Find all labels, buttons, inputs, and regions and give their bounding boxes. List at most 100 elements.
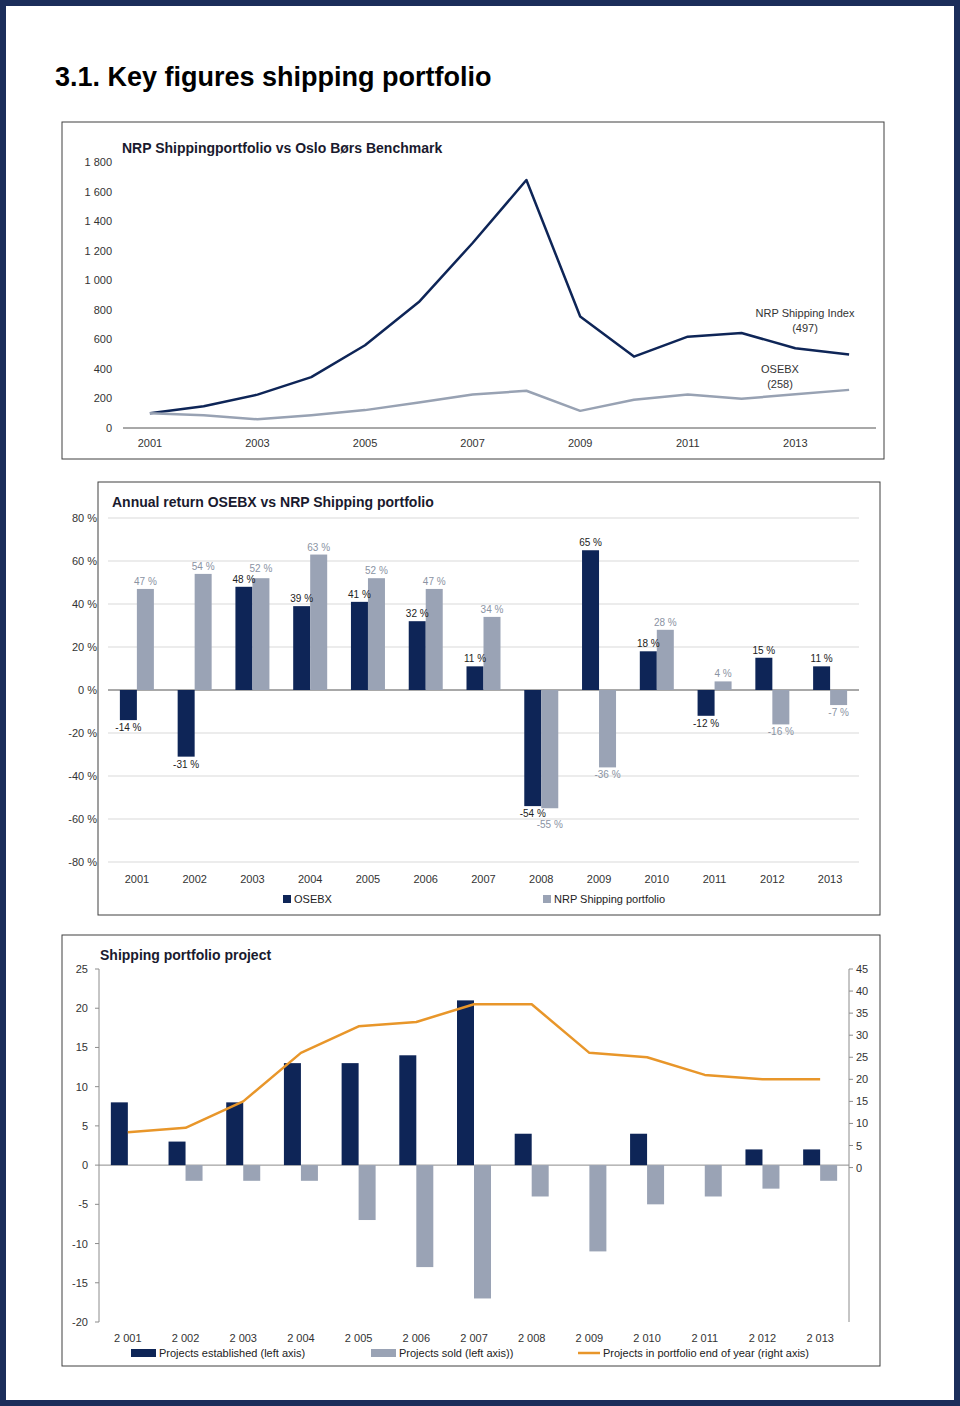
y-tick-label: 1 600 (84, 186, 112, 198)
y-tick-label: -60 % (68, 813, 97, 825)
bar (762, 1165, 779, 1189)
y-tick-label: -5 (78, 1198, 88, 1210)
x-tick-label: 2003 (240, 873, 264, 885)
x-tick-label: 2 012 (749, 1332, 777, 1344)
y2-tick-mark (849, 969, 853, 970)
y-tick-label: 800 (94, 304, 112, 316)
y-tick-label: -20 % (68, 727, 97, 739)
bar (128, 1165, 145, 1166)
y2-tick-label: 35 (856, 1007, 868, 1019)
y2-tick-label: 0 (856, 1162, 862, 1174)
bar (252, 578, 269, 690)
data-label: -36 % (594, 769, 620, 780)
data-label: -14 % (115, 722, 141, 733)
bar (803, 1149, 820, 1165)
legend-label: OSEBX (294, 893, 333, 905)
legend-swatch (283, 895, 291, 903)
bar (572, 1165, 589, 1166)
grid-line (108, 518, 859, 519)
bar (243, 1165, 260, 1181)
bar (474, 1165, 491, 1298)
y2-tick-mark (849, 1167, 853, 1168)
data-label: -55 % (537, 819, 563, 830)
series-label: OSEBX (761, 363, 800, 375)
bar (715, 681, 732, 690)
bar (301, 1165, 318, 1181)
bar (120, 690, 137, 720)
plot-area (150, 180, 849, 419)
bar (467, 666, 484, 690)
y-tick-label: -80 % (68, 856, 97, 868)
data-label: 34 % (481, 604, 504, 615)
series-line (150, 390, 849, 419)
grid-line (108, 776, 859, 777)
y2-tick-mark (849, 1013, 853, 1014)
series-label: NRP Shipping Index (756, 307, 855, 319)
y-tick-label: 40 % (72, 598, 97, 610)
x-tick-label: 2 005 (345, 1332, 373, 1344)
legend-label: NRP Shipping portfolio (554, 893, 665, 905)
x-tick-label: 2 002 (172, 1332, 200, 1344)
x-tick-label: 2003 (245, 437, 269, 449)
bar (399, 1055, 416, 1165)
data-label: 47 % (134, 576, 157, 587)
y2-tick-label: 40 (856, 985, 868, 997)
data-label: 48 % (233, 574, 256, 585)
heading: 3.1. Key figures shipping portfolio (55, 62, 492, 92)
y-tick-label: 25 (76, 963, 88, 975)
tick-mark (95, 1086, 99, 1087)
y2-tick-label: 20 (856, 1073, 868, 1085)
bar (755, 658, 772, 690)
bar (705, 1165, 722, 1196)
y-axis-line (99, 969, 100, 1322)
chart-title: NRP Shippingportfolio vs Oslo Børs Bench… (122, 140, 442, 156)
bar (630, 1134, 647, 1165)
data-label: 65 % (579, 537, 602, 548)
y2-tick-mark (849, 1101, 853, 1102)
tick-mark (95, 1204, 99, 1205)
bar (688, 1165, 705, 1166)
y-tick-label: 1 400 (84, 215, 112, 227)
data-label: 52 % (365, 565, 388, 576)
y2-tick-label: 15 (856, 1095, 868, 1107)
y-tick-label: 200 (94, 392, 112, 404)
y-tick-label: 60 % (72, 555, 97, 567)
y-tick-label: 20 (76, 1002, 88, 1014)
bar (235, 587, 252, 690)
x-tick-label: 2013 (783, 437, 807, 449)
legend-swatch (371, 1349, 396, 1357)
bar (813, 666, 830, 690)
bar (541, 690, 558, 808)
bar (698, 690, 715, 716)
y-tick-label: 0 % (78, 684, 97, 696)
data-label: 41 % (348, 589, 371, 600)
data-label: 54 % (192, 561, 215, 572)
x-tick-label: 2012 (760, 873, 784, 885)
bar (745, 1149, 762, 1165)
y-tick-label: -10 (72, 1238, 88, 1250)
chart-title: Annual return OSEBX vs NRP Shipping port… (112, 494, 434, 510)
data-label: 32 % (406, 608, 429, 619)
x-tick-label: 2 003 (229, 1332, 257, 1344)
bar (457, 1000, 474, 1165)
grid-line (108, 819, 859, 820)
legend-label: Projects in portfolio end of year (right… (603, 1347, 809, 1359)
grid-line (108, 561, 859, 562)
y-tick-label: 400 (94, 363, 112, 375)
bar (310, 555, 327, 690)
x-tick-label: 2005 (356, 873, 380, 885)
bar (830, 690, 847, 705)
tick-mark (95, 1125, 99, 1126)
data-label: -7 % (828, 707, 849, 718)
bar (409, 621, 426, 690)
data-label: 18 % (637, 638, 660, 649)
series-line (128, 1004, 820, 1132)
bar (351, 602, 368, 690)
x-tick-label: 2 008 (518, 1332, 546, 1344)
bar (111, 1102, 128, 1165)
data-label: 39 % (290, 593, 313, 604)
y-tick-label: 5 (82, 1120, 88, 1132)
bar (532, 1165, 549, 1196)
y-tick-label: 1 200 (84, 245, 112, 257)
y2-tick-label: 10 (856, 1117, 868, 1129)
